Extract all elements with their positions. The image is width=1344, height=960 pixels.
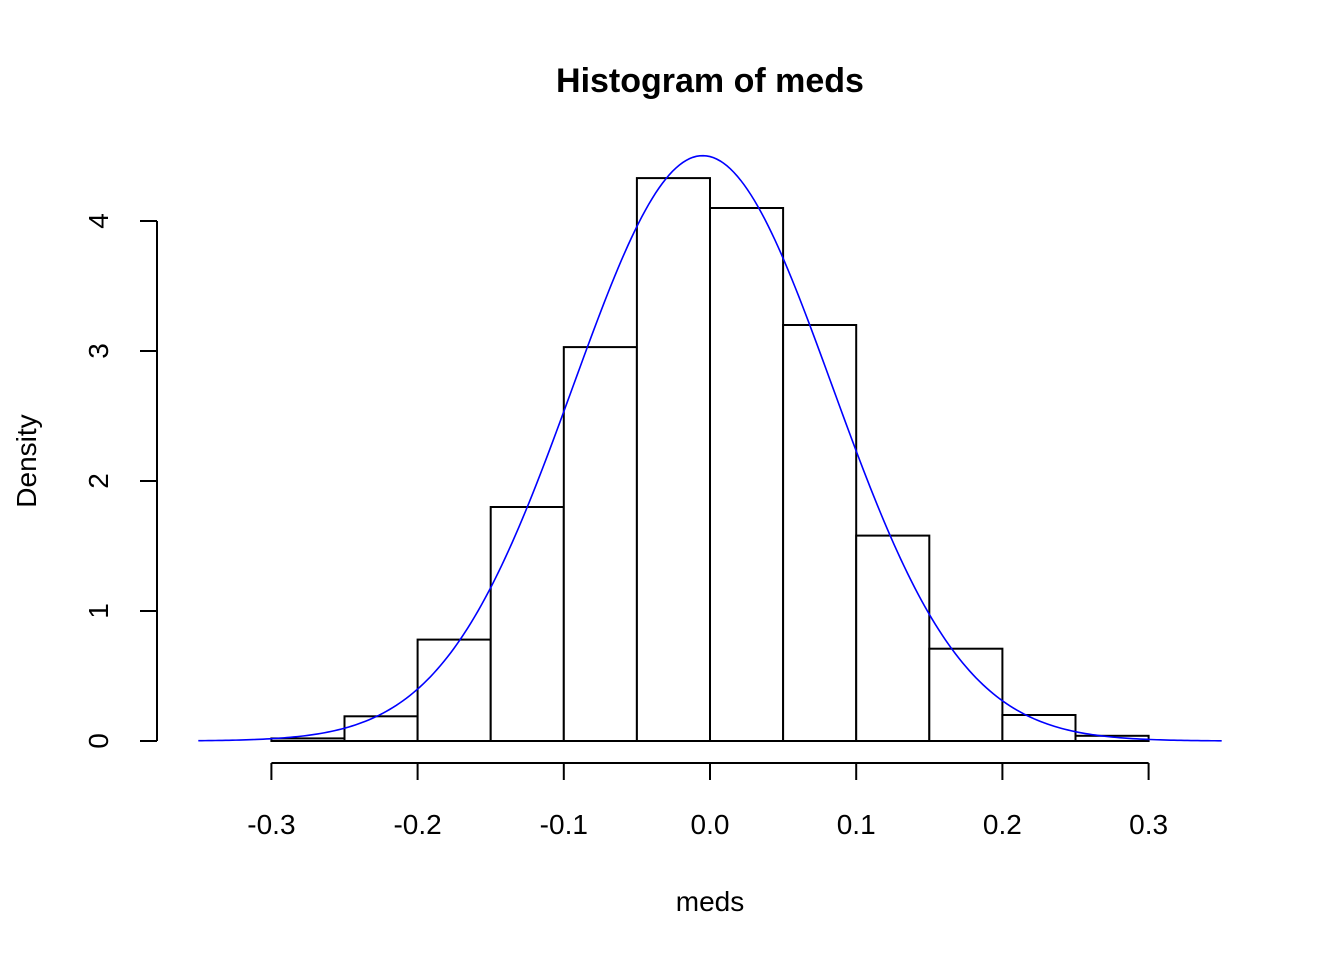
x-tick-label: 0.2 (983, 809, 1022, 840)
histogram-bar (635, 177, 712, 743)
density-curve-line (198, 154, 1222, 742)
x-tick-label: -0.2 (393, 809, 441, 840)
x-tick-label: 0.1 (837, 809, 876, 840)
y-tick-label: 4 (83, 213, 114, 229)
histogram-bar (855, 534, 931, 742)
histogram-bar (270, 737, 346, 743)
x-axis-label: meds (676, 886, 744, 917)
histogram-bar (782, 324, 858, 742)
histogram-bar (343, 715, 419, 742)
chart-title: Histogram of meds (556, 62, 864, 100)
x-tick-label: -0.3 (247, 809, 295, 840)
histogram-bar (1074, 734, 1150, 742)
x-tick-label: 0.3 (1129, 809, 1168, 840)
histogram-bar (416, 638, 492, 742)
y-tick-label: 0 (83, 733, 114, 749)
y-axis-label: Density (11, 414, 42, 507)
histogram-bar (562, 346, 638, 742)
x-tick-label: -0.1 (540, 809, 588, 840)
histogram-bar (709, 207, 785, 742)
density-curve-layer (198, 154, 1222, 742)
histogram-bars (270, 177, 1150, 743)
histogram-bar (489, 506, 565, 742)
y-tick-label: 2 (83, 473, 114, 489)
y-tick-label: 1 (83, 603, 114, 619)
x-axis: -0.3 -0.2 -0.1 0.0 0.1 0.2 0.3 (247, 762, 1168, 840)
histogram-bar (1001, 714, 1077, 742)
x-tick-label: 0.0 (691, 809, 730, 840)
histogram-bar (928, 647, 1004, 743)
y-tick-label: 3 (83, 343, 114, 359)
y-axis: 0 1 2 3 4 (83, 213, 158, 749)
